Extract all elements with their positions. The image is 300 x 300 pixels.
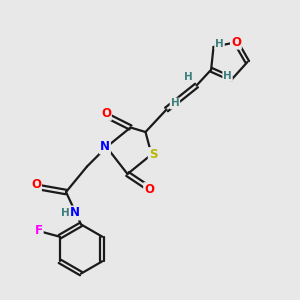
Text: O: O: [231, 36, 241, 49]
Text: N: N: [100, 140, 110, 154]
Text: S: S: [149, 148, 157, 161]
Text: O: O: [101, 107, 111, 120]
Text: H: H: [170, 98, 179, 109]
Text: F: F: [35, 224, 43, 237]
Text: H: H: [223, 71, 232, 81]
Text: H: H: [184, 72, 193, 82]
Text: H: H: [61, 208, 70, 218]
Text: N: N: [70, 206, 80, 220]
Text: O: O: [31, 178, 41, 191]
Text: H: H: [215, 39, 224, 49]
Text: O: O: [144, 183, 154, 196]
